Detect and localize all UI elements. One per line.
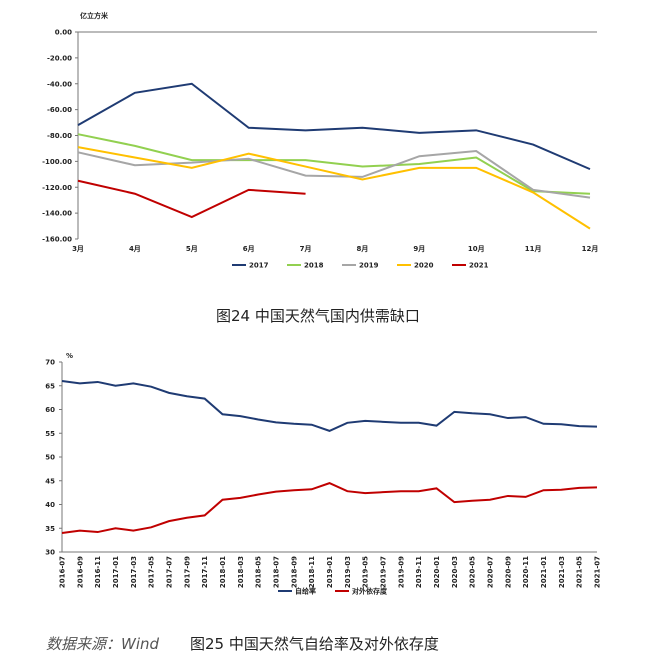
- legend-label: 2019: [359, 262, 379, 270]
- y-tick-label: 40: [45, 501, 55, 509]
- legend-label: 2020: [414, 262, 434, 270]
- x-tick-label: 2018-09: [290, 556, 298, 588]
- x-tick-label: 2016-11: [94, 556, 102, 588]
- chart-ratio: % 30 35 40 45 50 55 60 65 70 2016-07 2016-09 2016-11…: [45, 352, 602, 596]
- x-tick-label: 2020-07: [487, 556, 495, 588]
- x-tick-label: 2019-09: [397, 556, 405, 588]
- x-tick-label: 7月: [300, 245, 312, 253]
- x-tick-label: 2018-03: [237, 556, 245, 588]
- x-tick-label: 2017-05: [148, 556, 156, 588]
- x-tick-label: 2018-07: [273, 556, 281, 588]
- x-tick-label: 2021-03: [558, 556, 566, 588]
- legend-label: 2018: [304, 262, 324, 270]
- series-line: [77, 82, 591, 171]
- x-tick-label: 2019-11: [415, 556, 423, 588]
- y-tick-label: -80.00: [47, 132, 72, 140]
- chart-gap: 亿立方米 0.00 -20.00 -40.00 -60.00 -80.00 -100.00 -…: [42, 11, 599, 270]
- x-tick-label: 2020-03: [451, 556, 459, 588]
- x-tick-label: 2018-05: [255, 556, 263, 588]
- x-tick-label: 2019-05: [362, 556, 370, 588]
- x-tick-label: 2019-01: [326, 556, 334, 588]
- y-tick-label: 55: [45, 430, 55, 438]
- y-tick-label: 65: [45, 382, 55, 390]
- series-line: [77, 149, 591, 199]
- y-tick-label: -140.00: [42, 210, 72, 218]
- x-tick-label: 6月: [243, 245, 255, 253]
- series-line: [77, 179, 306, 219]
- x-tick-label: 2018-11: [308, 556, 316, 588]
- legend-label: 2021: [469, 262, 489, 270]
- caption: 图24 中国天然气国内供需缺口: [216, 307, 420, 325]
- y-tick-label: 45: [45, 477, 55, 485]
- x-tick-label: 2021-01: [540, 556, 548, 588]
- x-tick-label: 9月: [413, 245, 425, 253]
- legend-label: 2017: [249, 262, 269, 270]
- y-tick-label: 50: [45, 454, 55, 462]
- y-tick-label: 0.00: [55, 29, 72, 37]
- y-tick-label: -160.00: [42, 236, 72, 244]
- x-tick-label: 2017-01: [112, 556, 120, 588]
- legend-label: 自给率: [295, 587, 316, 596]
- x-tick-label: 2018-01: [219, 556, 227, 588]
- y-tick-label: -20.00: [47, 54, 72, 62]
- x-tick-label: 2017-07: [166, 556, 174, 588]
- x-tick-label: 4月: [129, 245, 141, 253]
- series-line: [61, 482, 598, 534]
- x-tick-label: 2020-05: [469, 556, 477, 588]
- x-tick-label: 5月: [186, 245, 198, 253]
- y-tick-label: 70: [45, 359, 55, 367]
- x-tick-label: 2017-09: [183, 556, 191, 588]
- source: 数据来源：Wind: [46, 635, 160, 653]
- y-tick-label: 35: [45, 525, 55, 533]
- y-tick-label: -100.00: [42, 158, 72, 166]
- x-tick-label: 8月: [357, 245, 369, 253]
- x-tick-label: 2019-07: [380, 556, 388, 588]
- x-tick-label: 3月: [72, 245, 84, 253]
- x-tick-label: 2016-09: [76, 556, 84, 588]
- y-tick-label: -120.00: [42, 184, 72, 192]
- y-tick-label: 60: [45, 406, 55, 414]
- unit-label: %: [66, 352, 73, 360]
- x-tick-label: 2019-03: [344, 556, 352, 588]
- y-tick-label: 30: [45, 549, 55, 557]
- series-line: [77, 146, 591, 230]
- x-tick-label: 11月: [525, 245, 542, 253]
- series-line: [61, 380, 598, 432]
- x-tick-label: 2020-01: [433, 556, 441, 588]
- x-tick-label: 2016-07: [59, 556, 67, 588]
- x-tick-label: 12月: [582, 245, 599, 253]
- x-tick-label: 2021-05: [576, 556, 584, 588]
- x-tick-label: 2020-09: [504, 556, 512, 588]
- x-tick-label: 2021-07: [594, 556, 602, 588]
- x-tick-label: 10月: [468, 245, 485, 253]
- caption: 图25 中国天然气自给率及对外依存度: [190, 635, 439, 653]
- y-tick-label: -60.00: [47, 106, 72, 114]
- series-line: [77, 133, 591, 195]
- unit-label: 亿立方米: [80, 11, 109, 20]
- x-tick-label: 2017-11: [201, 556, 209, 588]
- legend-label: 对外依存度: [352, 587, 388, 596]
- x-tick-label: 2017-03: [130, 556, 138, 588]
- y-tick-label: -40.00: [47, 80, 72, 88]
- x-tick-label: 2020-11: [522, 556, 530, 588]
